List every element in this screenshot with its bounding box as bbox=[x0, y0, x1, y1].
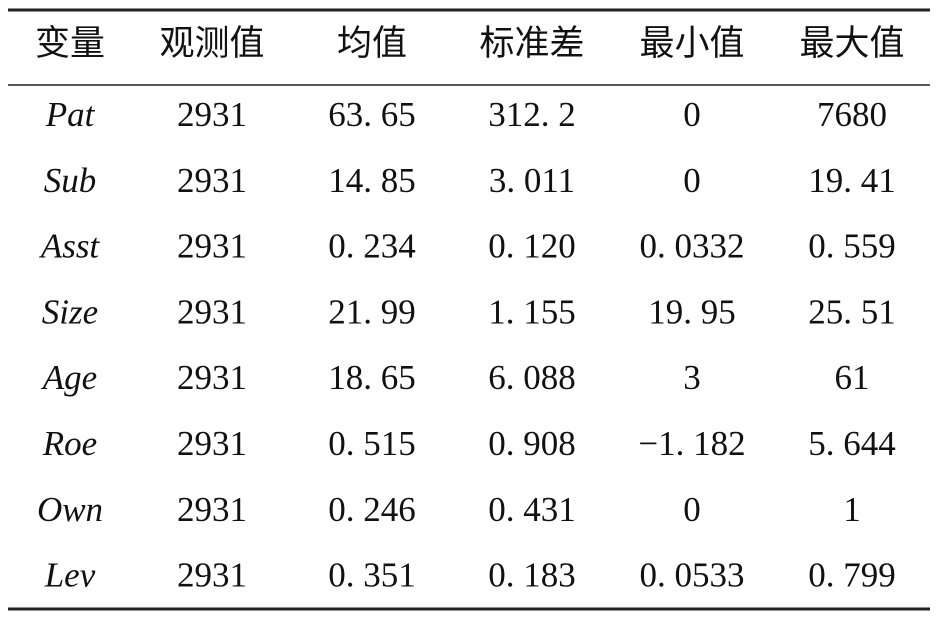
variable-name: Age bbox=[41, 358, 97, 397]
cell: 6. 088 bbox=[488, 358, 576, 397]
cell: 0 bbox=[683, 95, 701, 134]
cell: 61 bbox=[835, 358, 870, 397]
header-cell: 均值 bbox=[337, 24, 407, 63]
cell: 7680 bbox=[817, 95, 887, 134]
cell: 2931 bbox=[177, 227, 247, 266]
cell: 2931 bbox=[177, 161, 247, 200]
cell: 0. 431 bbox=[488, 490, 576, 529]
cell: 2931 bbox=[177, 292, 247, 331]
cell: 3. 011 bbox=[489, 161, 575, 200]
cell: 2931 bbox=[177, 490, 247, 529]
variable-name: Sub bbox=[44, 161, 97, 200]
header-cell: 观测值 bbox=[159, 24, 264, 63]
cell: 3 bbox=[683, 358, 701, 397]
cell: 5. 644 bbox=[808, 424, 896, 463]
cell: 2931 bbox=[177, 358, 247, 397]
variable-name: Lev bbox=[44, 556, 96, 595]
cell: 0. 246 bbox=[328, 490, 416, 529]
header-cell: 最小值 bbox=[639, 24, 744, 63]
cell: 18. 65 bbox=[328, 358, 416, 397]
cell: 21. 99 bbox=[328, 292, 416, 331]
header-cell: 最大值 bbox=[799, 24, 904, 63]
variable-name: Roe bbox=[42, 424, 97, 463]
cell: 19. 41 bbox=[808, 161, 896, 200]
cell: 0. 183 bbox=[488, 556, 576, 595]
cell: 1 bbox=[843, 490, 861, 529]
cell: 2931 bbox=[177, 95, 247, 134]
header-cell: 标准差 bbox=[479, 24, 584, 63]
cell: 312. 2 bbox=[488, 95, 576, 134]
cell: 14. 85 bbox=[328, 161, 416, 200]
cell: 0. 0533 bbox=[640, 556, 745, 595]
cell: 0. 515 bbox=[328, 424, 416, 463]
variable-name: Asst bbox=[39, 227, 101, 266]
cell: 0. 908 bbox=[488, 424, 576, 463]
cell: 19. 95 bbox=[648, 292, 736, 331]
cell: 1. 155 bbox=[488, 292, 576, 331]
cell: −1. 182 bbox=[638, 424, 745, 463]
cell: 0 bbox=[683, 161, 701, 200]
cell: 0. 351 bbox=[328, 556, 416, 595]
cell: 0. 0332 bbox=[640, 227, 745, 266]
cell: 0. 559 bbox=[808, 227, 896, 266]
cell: 25. 51 bbox=[808, 292, 896, 331]
cell: 0. 799 bbox=[808, 556, 896, 595]
variable-name: Own bbox=[37, 490, 103, 529]
cell: 0. 120 bbox=[488, 227, 576, 266]
variable-name: Pat bbox=[45, 95, 96, 134]
cell: 0 bbox=[683, 490, 701, 529]
cell: 2931 bbox=[177, 556, 247, 595]
cell: 0. 234 bbox=[328, 227, 416, 266]
cell: 63. 65 bbox=[328, 95, 416, 134]
header-cell: 变量 bbox=[35, 24, 105, 63]
variable-name: Size bbox=[42, 292, 98, 331]
cell: 2931 bbox=[177, 424, 247, 463]
